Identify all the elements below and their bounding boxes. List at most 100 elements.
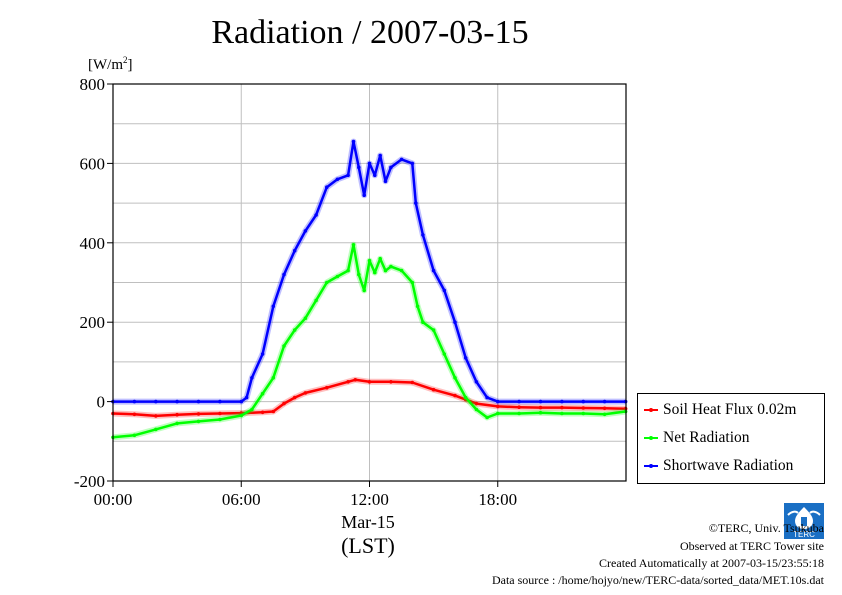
data-point [485, 395, 489, 400]
data-point [132, 433, 137, 438]
data-point [271, 304, 276, 309]
x-tick-label: 12:00 [350, 490, 389, 509]
data-point [496, 411, 500, 416]
data-point [196, 399, 201, 404]
logo-text: TERC [793, 530, 815, 539]
data-point [154, 414, 158, 418]
chart-title: Radiation / 2007-03-15 [211, 14, 529, 51]
data-point [517, 399, 521, 404]
data-point [346, 380, 350, 384]
data-point [442, 288, 447, 293]
data-point [383, 268, 388, 273]
legend-item-net-radiation: Net Radiation [644, 429, 750, 447]
series-line-1 [112, 243, 626, 439]
legend-label: Net Radiation [663, 429, 750, 446]
legend-label: Soil Heat Flux 0.02m [663, 401, 797, 418]
y-tick-label: 600 [80, 154, 106, 173]
data-point [378, 256, 383, 261]
data-point [560, 405, 564, 410]
footer-copyright: ©TERC, Univ. Tsukuba [708, 521, 824, 535]
data-point [453, 376, 457, 380]
data-point [581, 399, 586, 404]
data-point [474, 407, 479, 412]
data-point [357, 165, 361, 170]
legend-item-shortwave-radiation: Shortwave Radiation [644, 457, 793, 475]
data-point [239, 399, 244, 404]
footer-source: Data source : /home/hojyo/new/TERC-data/… [491, 573, 824, 587]
data-point [154, 427, 158, 432]
data-point [602, 406, 607, 411]
data-point [250, 407, 254, 412]
x-tick-label: 18:00 [478, 490, 517, 509]
data-point [389, 165, 393, 170]
data-point [282, 344, 286, 348]
data-point [303, 229, 308, 233]
data-point [314, 213, 318, 217]
data-point [292, 328, 297, 332]
data-point [303, 316, 308, 321]
data-point [474, 380, 479, 384]
data-point [362, 288, 367, 293]
data-point [410, 380, 415, 385]
data-point [602, 412, 607, 417]
data-point [303, 391, 308, 395]
data-point [282, 272, 286, 277]
data-point [353, 378, 358, 382]
data-point [351, 243, 356, 247]
data-point [373, 270, 377, 275]
data-point [517, 411, 521, 416]
x-tick-label: 06:00 [222, 490, 261, 509]
data-point [260, 391, 265, 396]
data-point [367, 258, 372, 263]
data-point [244, 395, 249, 400]
data-point [325, 385, 329, 390]
data-point [602, 399, 607, 404]
y-tick-label: 200 [80, 313, 106, 332]
legend-swatch-shortwave-radiation [644, 461, 658, 471]
data-point [517, 405, 521, 410]
data-point [154, 399, 158, 404]
data-point [581, 406, 586, 410]
y-tick-label: 0 [97, 393, 106, 412]
data-point [442, 352, 447, 356]
data-point [538, 399, 543, 404]
data-point [389, 380, 393, 384]
data-point [431, 268, 436, 273]
terc-logo: TERC [784, 503, 824, 539]
data-point [367, 161, 372, 166]
data-point [496, 399, 500, 404]
data-point [453, 320, 457, 325]
y-tick-label: 800 [80, 75, 106, 94]
data-point [474, 401, 479, 406]
data-point [399, 157, 404, 162]
footer-observed: Observed at TERC Tower site [679, 539, 824, 553]
data-point [431, 387, 436, 392]
data-point [560, 411, 564, 416]
data-point [346, 173, 350, 178]
data-point [421, 320, 425, 325]
chart-legend: Soil Heat Flux 0.02m Net Radiation Short… [637, 393, 825, 484]
data-point [260, 352, 265, 356]
data-point [218, 417, 222, 422]
data-point [373, 173, 377, 178]
data-point [560, 399, 564, 404]
y-tick-label: -200 [74, 472, 105, 491]
legend-item-soil-heat-flux: Soil Heat Flux 0.02m [644, 401, 796, 419]
data-point [485, 415, 489, 420]
data-point [453, 393, 457, 398]
data-point [271, 376, 276, 380]
data-point [271, 409, 276, 414]
x-tick-label: 00:00 [94, 490, 133, 509]
data-point [132, 412, 137, 417]
data-point [260, 410, 265, 415]
y-tick-label: 400 [80, 234, 106, 253]
data-point [335, 177, 340, 182]
data-point [196, 412, 201, 416]
data-point [346, 268, 350, 273]
data-point [410, 161, 415, 166]
data-point [431, 328, 436, 332]
data-point [239, 413, 244, 418]
data-point [378, 153, 383, 158]
footer-created: Created Automatically at 2007-03-15/23:5… [599, 556, 824, 570]
